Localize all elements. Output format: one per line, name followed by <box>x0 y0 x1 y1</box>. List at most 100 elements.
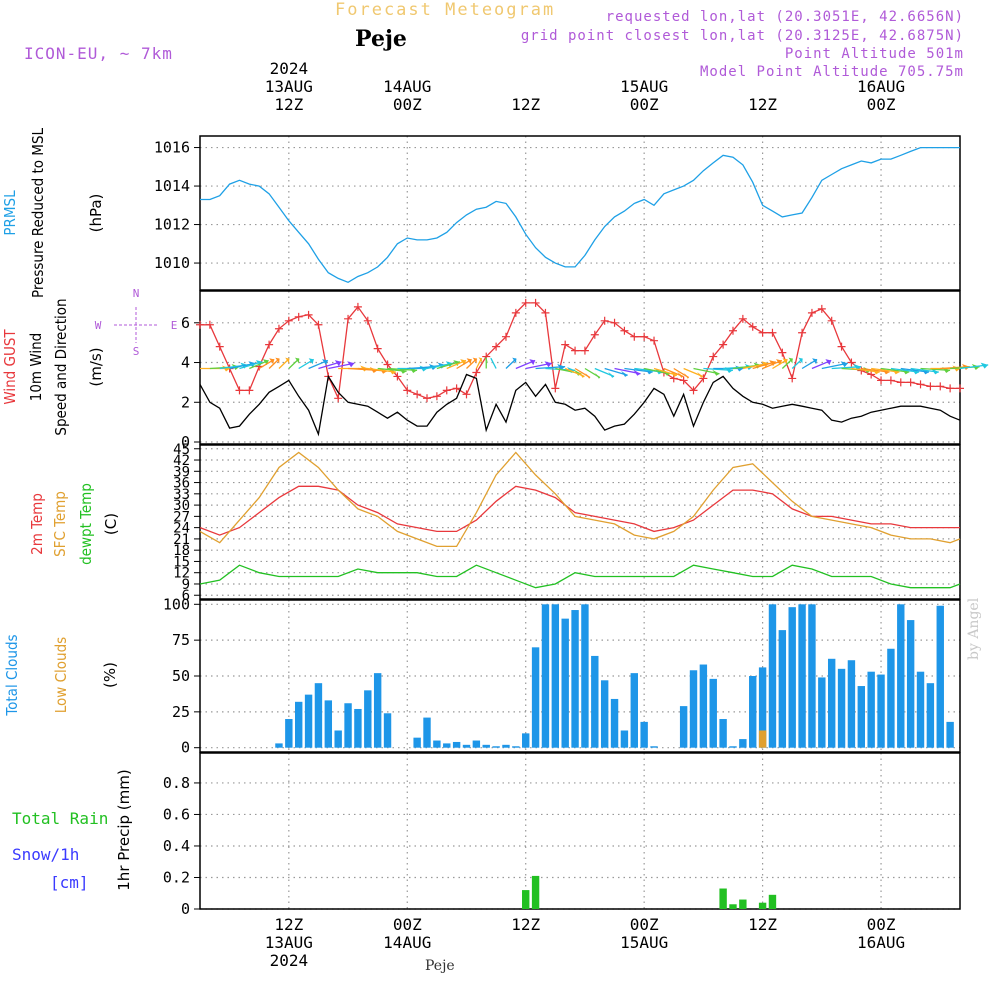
bar <box>837 668 846 748</box>
y-tick-label: 50 <box>172 667 190 685</box>
time-label-top: 13AUG <box>265 77 313 96</box>
series-line <box>199 485 960 536</box>
bar <box>729 746 737 748</box>
y-tick-label: 100 <box>163 595 190 613</box>
gust-marker <box>798 328 807 337</box>
panel-series-label: PRMSL <box>1 190 19 236</box>
gust-marker <box>413 390 422 399</box>
gust-marker <box>600 316 609 325</box>
bar <box>522 733 530 748</box>
bar <box>482 744 490 748</box>
bar <box>867 671 875 748</box>
bar <box>758 667 767 748</box>
bar <box>818 677 826 748</box>
wind-arrow-head <box>466 358 472 365</box>
gust-marker <box>245 386 254 395</box>
location-name: Peje <box>355 26 407 52</box>
gust-marker <box>531 298 540 307</box>
bar <box>768 894 777 909</box>
gust-marker <box>916 380 925 389</box>
gust-marker <box>314 320 323 329</box>
gust-marker <box>363 316 372 325</box>
y-tick-label: 12 <box>173 566 190 582</box>
bar <box>373 673 382 748</box>
bar <box>531 647 540 748</box>
time-label-bottom: 00Z <box>393 915 422 934</box>
time-label-top: 12Z <box>274 95 303 114</box>
bar <box>551 604 560 748</box>
bar <box>472 740 481 748</box>
wind-arrow-head <box>484 357 489 364</box>
gust-marker <box>274 324 283 333</box>
compass-cross <box>114 307 158 343</box>
panel-series-label: Pressure Reduced to MSL <box>29 127 47 298</box>
gust-marker <box>758 328 767 337</box>
bar <box>808 604 816 748</box>
wind-arrow-head <box>478 357 483 364</box>
wind-arrow-head <box>782 358 788 365</box>
y-tick-label: 42 <box>173 453 190 469</box>
gust-marker <box>640 332 649 341</box>
bar <box>699 664 708 748</box>
gust-marker <box>926 382 935 391</box>
bar <box>620 730 629 748</box>
wind-arrow-head <box>798 357 803 364</box>
precip-unit-label: [cm] <box>50 873 89 892</box>
gust-marker <box>423 394 432 403</box>
panel-frame-pressure <box>199 135 961 291</box>
gust-marker <box>265 340 274 349</box>
time-label-top: 15AUG <box>620 77 668 96</box>
precip-snow-label: Snow/1h <box>12 845 79 864</box>
gust-marker <box>768 328 777 337</box>
bar <box>581 604 589 748</box>
time-label-top: 00Z <box>393 95 422 114</box>
gust-marker <box>205 320 214 329</box>
y-tick-label: 1014 <box>154 177 190 195</box>
gust-marker <box>807 308 816 317</box>
bar <box>916 671 925 748</box>
bar <box>502 744 510 748</box>
wind-arrow-head <box>275 357 280 364</box>
bar <box>285 719 293 748</box>
bar <box>650 746 658 748</box>
bar <box>344 703 352 748</box>
gust-marker <box>452 384 461 393</box>
time-label-top: 00Z <box>867 95 896 114</box>
bar <box>571 610 579 748</box>
y-tick-label: 0 <box>181 900 190 918</box>
y-tick-label: 21 <box>173 532 190 548</box>
gust-marker <box>344 314 353 323</box>
time-label-bottom: 00Z <box>867 915 896 934</box>
wind-arrow-head <box>769 360 776 367</box>
gust-marker <box>867 370 876 379</box>
time-label-bottom: 14AUG <box>383 933 431 952</box>
wind-arrow-head <box>512 357 517 364</box>
compass-north: N <box>133 287 140 300</box>
bar <box>383 713 392 748</box>
series-line <box>200 302 960 401</box>
gust-marker <box>650 336 659 345</box>
gust-marker <box>590 330 599 339</box>
gust-marker <box>571 346 580 355</box>
gust-marker <box>946 384 955 393</box>
panel-frame-temp <box>199 444 961 600</box>
compass-west: W <box>95 319 102 332</box>
bar <box>946 721 954 748</box>
bar <box>906 620 915 748</box>
panel-unit-label: (m/s) <box>87 347 105 386</box>
time-label-bottom: 15AUG <box>620 933 668 952</box>
y-tick-label: 39 <box>173 464 190 480</box>
wind-arrow-head <box>585 372 591 379</box>
series-line <box>199 451 961 548</box>
series-line <box>200 146 960 284</box>
bar <box>295 701 303 748</box>
gust-marker <box>235 386 244 395</box>
bar <box>719 719 727 748</box>
gust-marker <box>383 360 392 369</box>
bar <box>640 721 648 748</box>
bar <box>887 648 895 748</box>
gust-marker <box>689 386 698 395</box>
wind-arrow-head <box>269 358 275 365</box>
gust-marker <box>827 316 836 325</box>
wind-arrow-head <box>683 372 689 379</box>
